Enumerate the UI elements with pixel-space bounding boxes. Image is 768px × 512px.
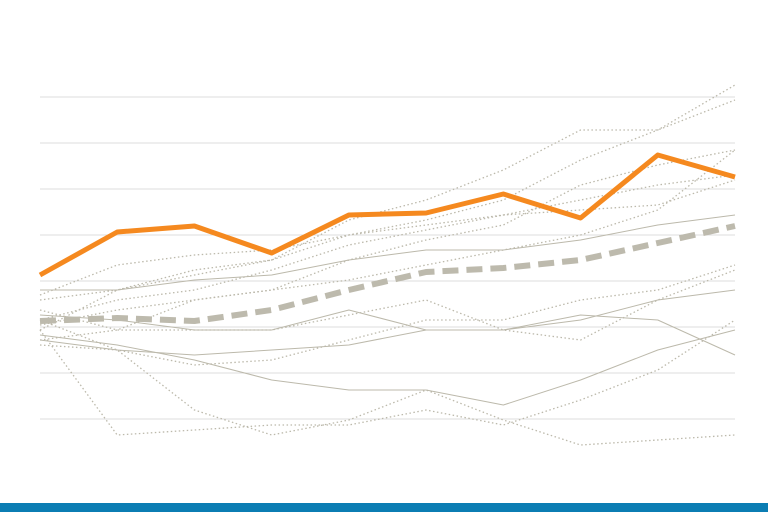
series-line [39, 289, 736, 356]
series-line [39, 223, 736, 324]
series-line [39, 84, 736, 301]
series-line [40, 214, 736, 291]
footer-bar [0, 503, 768, 512]
series-line [39, 264, 736, 366]
series-line [39, 319, 736, 446]
series-line [39, 149, 736, 341]
series-line [39, 309, 736, 356]
series-line [39, 319, 736, 436]
series-line [39, 149, 736, 326]
series-line [38, 152, 736, 278]
series-line [39, 174, 736, 321]
series-line [39, 329, 736, 406]
series-line [39, 269, 736, 341]
series-line [39, 179, 736, 296]
